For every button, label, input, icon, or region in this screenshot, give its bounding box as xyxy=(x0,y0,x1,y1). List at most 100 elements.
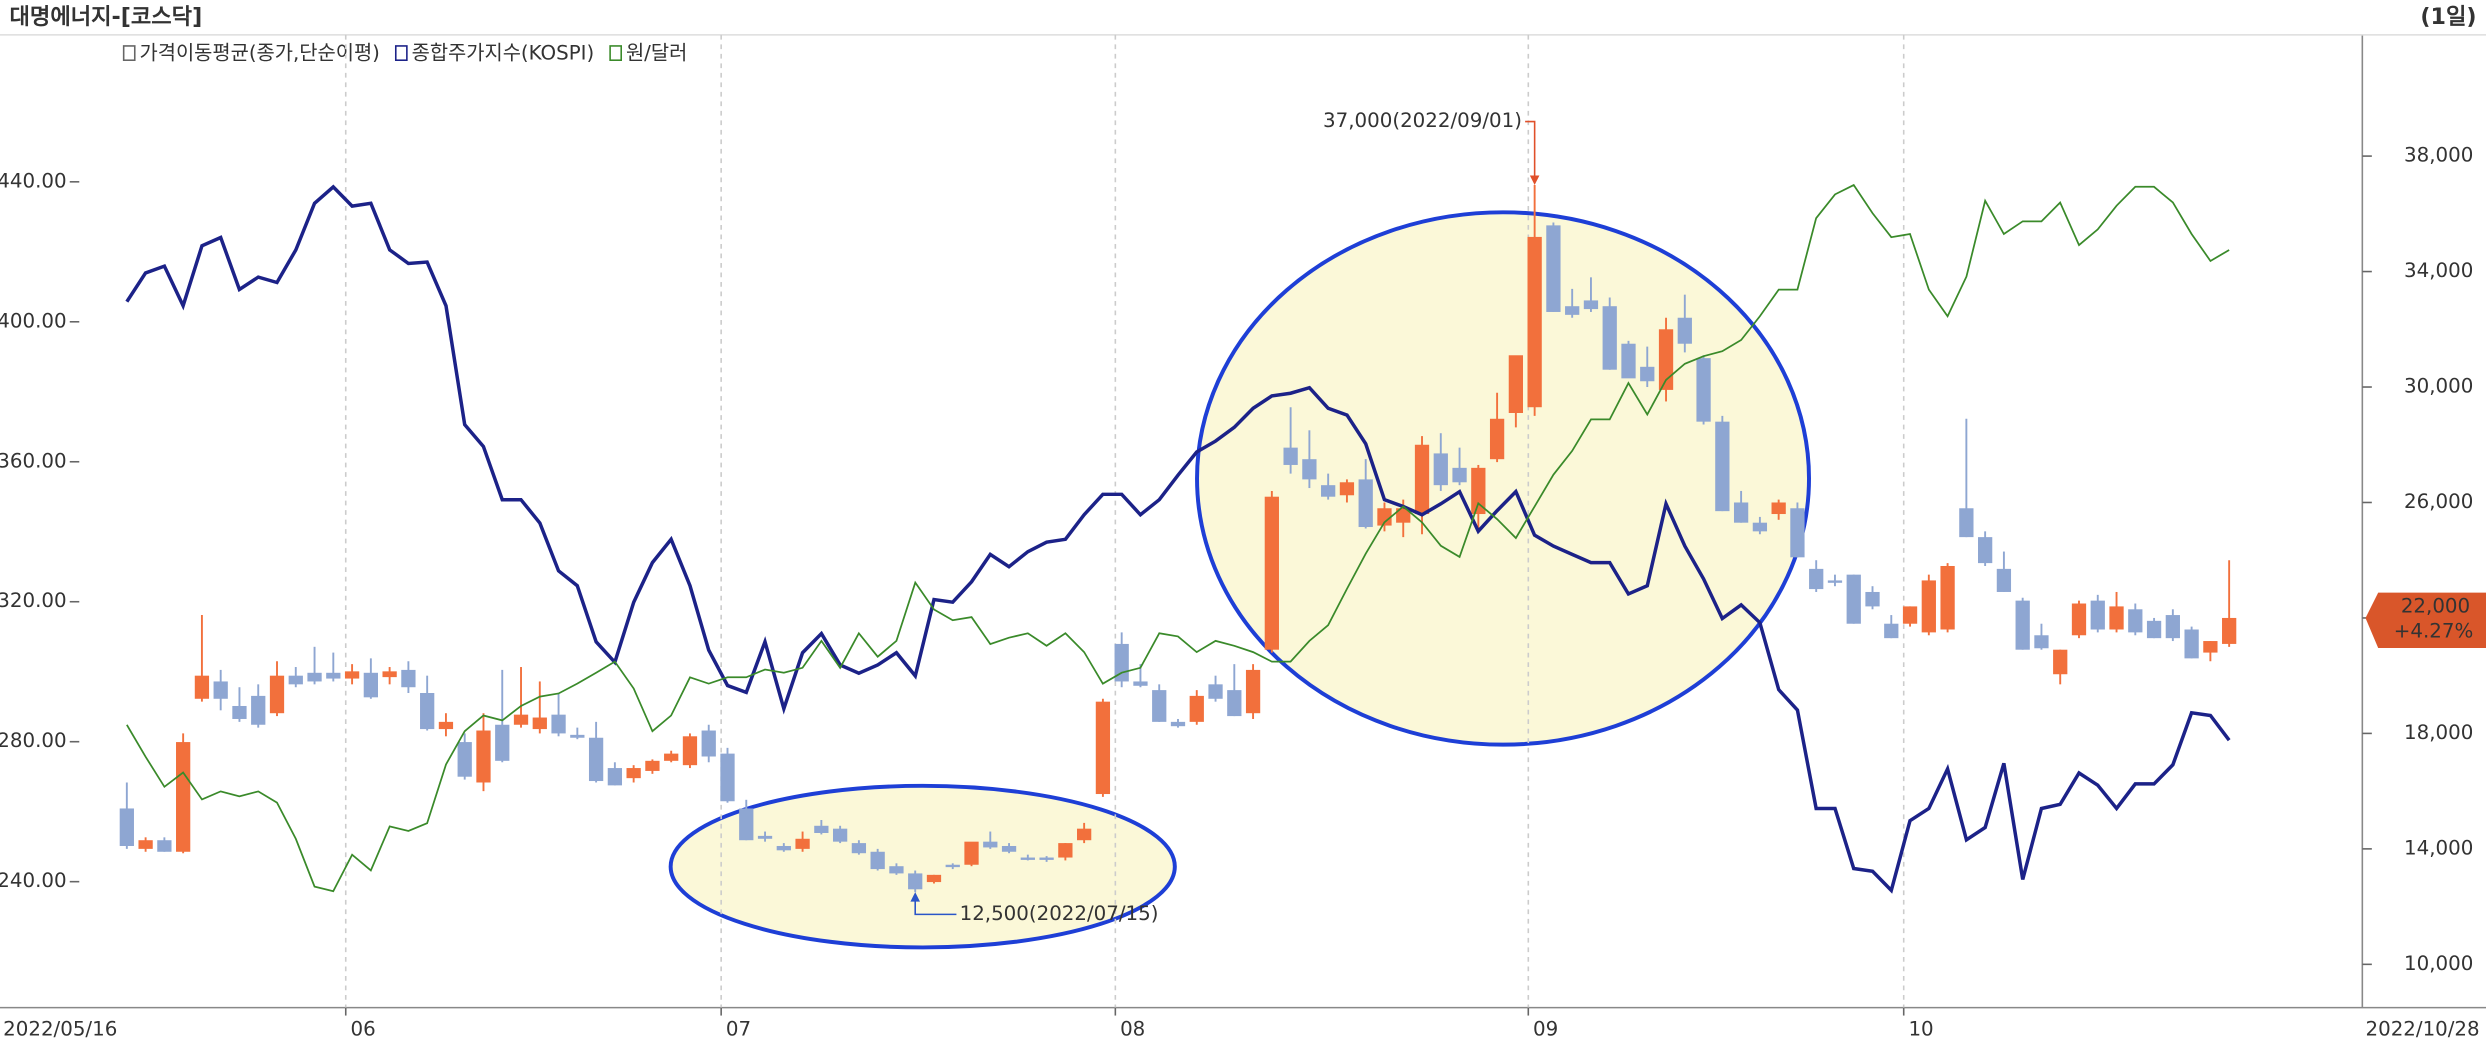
candle-body xyxy=(626,768,641,779)
candle-body xyxy=(1020,857,1035,860)
annotation-arrow xyxy=(1525,120,1536,182)
candle-body xyxy=(1302,459,1317,480)
last-price-label: 22,000 xyxy=(2401,594,2470,617)
candle-body xyxy=(1658,329,1674,390)
x-tick-label: 10 xyxy=(1908,1017,1933,1040)
candle-body xyxy=(889,866,904,874)
candle-body xyxy=(1978,537,1993,564)
candle-body xyxy=(2222,617,2237,644)
candle-body xyxy=(138,840,153,849)
candle-body xyxy=(795,838,810,849)
candle-body xyxy=(1884,623,1899,639)
candle-body xyxy=(326,672,341,679)
candle-body xyxy=(1208,684,1223,699)
candle-body xyxy=(2128,609,2143,633)
annotation-arrow xyxy=(914,895,957,916)
candle-body xyxy=(1846,574,1861,624)
annotation-arrowhead xyxy=(910,892,920,902)
candle-body xyxy=(1471,467,1486,515)
candle-body xyxy=(607,768,623,786)
y-tick-label: 26,000 xyxy=(2404,490,2473,513)
candle-body xyxy=(701,730,716,757)
x-tick-label: 2022/05/16 xyxy=(3,1017,117,1040)
x-tick-label: 2022/10/28 xyxy=(2366,1017,2480,1040)
candle-body xyxy=(1508,355,1524,413)
highlight-ellipse xyxy=(1195,210,1811,747)
candle-body xyxy=(382,671,397,678)
candle-body xyxy=(288,675,303,685)
candle-body xyxy=(1752,522,1768,532)
candle-body xyxy=(1771,502,1786,515)
candle-body xyxy=(1790,508,1805,558)
candle-body xyxy=(1809,568,1824,590)
candle-body xyxy=(157,840,172,852)
candle-body xyxy=(1264,496,1279,650)
candle-body xyxy=(513,714,529,725)
x-tick-label: 09 xyxy=(1533,1017,1558,1040)
candle-body xyxy=(420,692,435,730)
candle-body xyxy=(570,734,585,738)
series-line xyxy=(126,183,2230,893)
candle-body xyxy=(1602,306,1617,370)
y-tick-label: 18,000 xyxy=(2404,721,2473,744)
candle-body xyxy=(269,675,285,714)
candle-body xyxy=(1414,444,1430,515)
candle-body xyxy=(438,721,454,730)
candle-body xyxy=(251,695,266,725)
candle-body xyxy=(1152,690,1167,722)
candle-body xyxy=(1546,225,1561,312)
legend-icon xyxy=(122,45,136,61)
candle-body xyxy=(2071,603,2087,636)
y2-tick-label: 1,440.00 xyxy=(0,169,67,192)
candle-body xyxy=(1677,317,1692,344)
candle-body xyxy=(1377,508,1392,526)
candle-body xyxy=(1077,828,1092,841)
candle-body xyxy=(307,672,322,682)
legend-icon xyxy=(394,45,408,61)
candle-body xyxy=(176,742,191,852)
candle-body xyxy=(1996,568,2012,592)
annotation-label: 12,500(2022/07/15) xyxy=(960,902,1159,925)
y2-tick-label: 1,360.00 xyxy=(0,449,67,472)
x-tick-label: 08 xyxy=(1120,1017,1145,1040)
y-tick-label: 38,000 xyxy=(2404,144,2473,167)
candle-body xyxy=(1133,681,1148,686)
candle-body xyxy=(2034,635,2049,649)
annotation-label: 37,000(2022/09/01) xyxy=(1323,109,1522,132)
candle-body xyxy=(1583,300,1599,310)
candle-body xyxy=(814,825,829,833)
legend-label: 가격이동평균(종가,단순이평) xyxy=(140,41,380,64)
y2-tick-label: 1,280.00 xyxy=(0,729,67,752)
candle-body xyxy=(194,675,210,699)
candle-body xyxy=(1921,580,1936,633)
price-box xyxy=(2365,592,2486,649)
candle-body xyxy=(1339,482,1355,496)
candle-body xyxy=(739,808,754,841)
candle-body xyxy=(2165,615,2180,639)
candle-body xyxy=(682,736,698,766)
candle-body xyxy=(2090,600,2105,630)
candle-body xyxy=(1001,845,1017,852)
candle-body xyxy=(363,672,378,698)
candle-body xyxy=(1715,421,1730,512)
candle-body xyxy=(757,835,773,839)
candle-body xyxy=(851,843,867,854)
candle-body xyxy=(983,841,998,848)
y2-tick-label: 1,320.00 xyxy=(0,589,67,612)
candle-body xyxy=(1733,502,1749,523)
legend-icon xyxy=(609,45,622,61)
candle-body xyxy=(926,874,942,883)
y2-tick-label: 1,400.00 xyxy=(0,309,67,332)
candle-body xyxy=(1058,843,1073,858)
candle-body xyxy=(645,760,660,771)
candle-body xyxy=(1433,453,1448,486)
chart-title: 대명에너지-[코스닥] xyxy=(10,4,203,30)
candle-body xyxy=(1959,508,1974,538)
candle-body xyxy=(1245,669,1261,714)
candle-body xyxy=(119,808,134,846)
highlight-ellipse xyxy=(668,783,1177,950)
candle-body xyxy=(1527,236,1542,408)
legend: 가격이동평균(종가,단순이평) 종합주가지수(KOSPI) 원/달러 xyxy=(122,41,687,64)
x-tick-label: 06 xyxy=(350,1017,375,1040)
candle-body xyxy=(532,717,547,730)
